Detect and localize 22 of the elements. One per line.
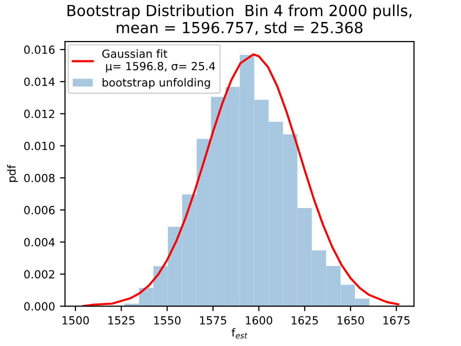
y-axis-title: pdf: [7, 164, 18, 182]
x-tick-label: 1625: [292, 316, 318, 325]
x-tick-label: 1525: [108, 316, 134, 325]
y-tick-label: 0.008: [24, 174, 55, 182]
chart-title: Bootstrap Distribution Bin 4 from 2000 pulls, mean = 1596.757, std = 25.368: [68, 4, 412, 35]
x-tick-label: 1500: [62, 316, 89, 325]
x-tick-label: 1650: [338, 316, 364, 325]
legend-label: bootstrap unfolding: [102, 78, 210, 89]
y-tick-label: 0.000: [24, 302, 55, 311]
x-tick-label: 1600: [246, 316, 272, 325]
x-tick-label: 1675: [383, 316, 410, 325]
y-tick-label: 0.012: [24, 110, 54, 118]
y-tick-label: 0.004: [24, 238, 55, 246]
y-tick-label: 0.002: [24, 270, 54, 279]
y-tick-label: 0.006: [24, 206, 55, 214]
y-tick-label: 0.010: [24, 142, 55, 150]
legend-label: Gaussian fit μ= 1596.8, σ= 25.4: [102, 49, 216, 72]
x-tick-label: 1575: [200, 316, 226, 325]
x-axis-title: f$_{est}$: [232, 328, 248, 338]
y-tick-label: 0.016: [24, 46, 55, 54]
x-tick-label: 1550: [154, 316, 181, 325]
y-tick-label: 0.014: [24, 78, 55, 86]
